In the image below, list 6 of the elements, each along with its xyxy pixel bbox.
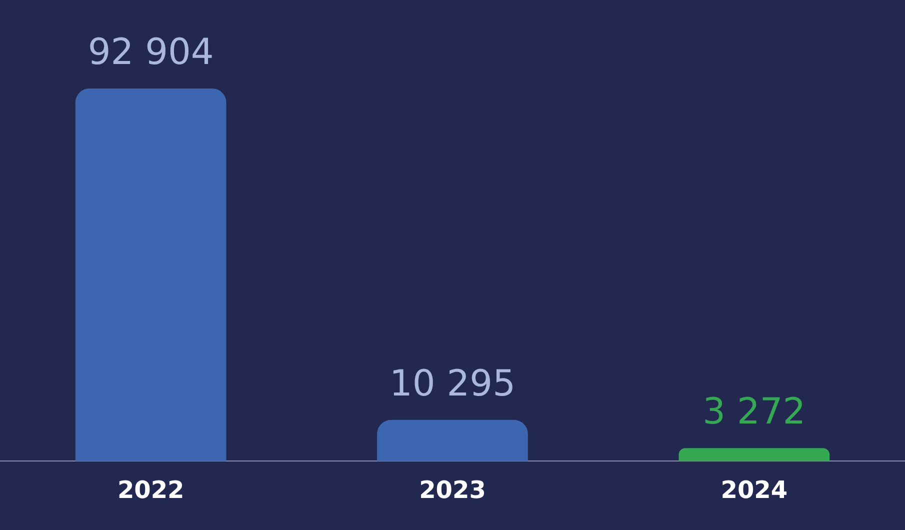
x-tick-label: 2022: [117, 476, 184, 504]
data-label: 92 904: [88, 32, 214, 73]
x-tick-label: 2023: [419, 476, 486, 504]
data-label: 3 272: [702, 391, 806, 432]
x-tick-label: 2024: [720, 476, 788, 504]
data-label: 10 295: [390, 363, 516, 404]
